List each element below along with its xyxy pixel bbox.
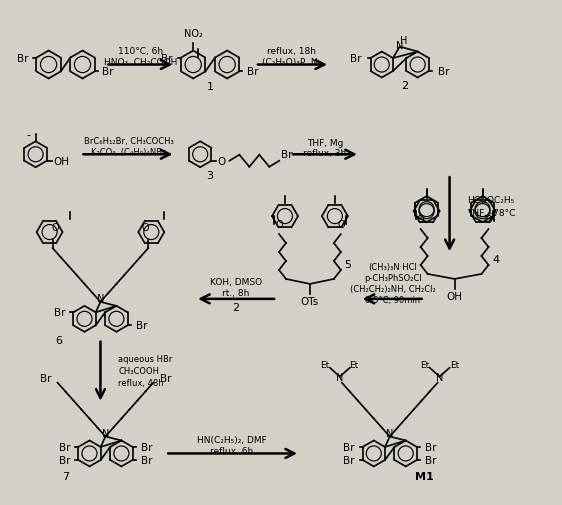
Text: Br: Br	[136, 321, 147, 331]
Text: Br: Br	[58, 442, 70, 452]
Text: Et: Et	[450, 361, 459, 370]
Text: 6: 6	[55, 335, 62, 345]
Text: O: O	[484, 215, 492, 225]
Text: p-CH₃PhSO₂Cl: p-CH₃PhSO₂Cl	[364, 274, 422, 283]
Text: Br: Br	[141, 442, 152, 452]
Text: aqueous HBr: aqueous HBr	[119, 355, 173, 364]
Text: Br: Br	[282, 149, 293, 160]
Text: NO₂: NO₂	[184, 29, 203, 38]
Text: Br: Br	[343, 442, 354, 452]
Text: N: N	[102, 428, 109, 438]
Text: HCOOC₂H₅: HCOOC₂H₅	[468, 195, 515, 204]
Text: Et: Et	[320, 361, 329, 370]
Text: reflux, 48h: reflux, 48h	[119, 378, 164, 387]
Text: Et: Et	[420, 361, 429, 370]
Text: HNO₃, CH₂COOH: HNO₃, CH₂COOH	[103, 58, 177, 67]
Text: BrC₆H₁₂Br, CH₃COCH₃: BrC₆H₁₂Br, CH₃COCH₃	[84, 136, 173, 145]
Text: Br: Br	[425, 455, 437, 465]
Text: O: O	[52, 223, 60, 233]
Text: OH: OH	[447, 291, 463, 301]
Text: Br: Br	[53, 308, 65, 318]
Text: -: -	[26, 130, 30, 140]
Text: 0-5°C, 90min: 0-5°C, 90min	[365, 296, 420, 305]
Text: Br: Br	[343, 455, 354, 465]
Text: O: O	[275, 220, 283, 230]
Text: 5: 5	[345, 260, 351, 270]
Text: 3: 3	[207, 171, 214, 181]
Text: O: O	[217, 157, 225, 167]
Text: reflux, 6h: reflux, 6h	[211, 446, 254, 455]
Text: OTs: OTs	[301, 296, 319, 306]
Text: Br: Br	[438, 67, 450, 77]
Text: N: N	[97, 293, 104, 304]
Text: Br: Br	[17, 54, 28, 64]
Text: Br: Br	[141, 455, 152, 465]
Text: 7: 7	[62, 472, 69, 481]
Text: M1: M1	[415, 472, 434, 481]
Text: reflux, 3h: reflux, 3h	[303, 148, 347, 158]
Text: Br: Br	[247, 67, 259, 77]
Text: 4: 4	[493, 255, 500, 265]
Text: (C₂H₅O)₃P, N₂: (C₂H₅O)₃P, N₂	[262, 58, 321, 67]
Text: OH: OH	[54, 157, 70, 167]
Text: THF, -78°C: THF, -78°C	[468, 208, 516, 217]
Text: (CH₂CH₂)₂NH, CH₂Cl₂: (CH₂CH₂)₂NH, CH₂Cl₂	[350, 285, 436, 294]
Text: N: N	[336, 372, 343, 382]
Text: N: N	[386, 428, 393, 438]
Text: (CH₃)₃N·HCl: (CH₃)₃N·HCl	[368, 263, 417, 272]
Text: 110°C, 6h: 110°C, 6h	[118, 47, 163, 56]
Text: 2: 2	[401, 81, 408, 91]
Text: O: O	[417, 215, 424, 225]
Text: 1: 1	[207, 82, 214, 92]
Text: Br: Br	[40, 373, 51, 383]
Text: THF, Mg: THF, Mg	[307, 138, 343, 147]
Text: H: H	[400, 35, 407, 45]
Text: reflux, 18h: reflux, 18h	[268, 47, 316, 56]
Text: Br: Br	[161, 54, 173, 64]
Text: Br: Br	[350, 54, 361, 64]
Text: O: O	[337, 220, 345, 230]
Text: Br: Br	[102, 67, 114, 77]
Text: Et: Et	[349, 361, 359, 370]
Text: 2: 2	[233, 302, 239, 312]
Text: rt., 8h: rt., 8h	[223, 289, 250, 298]
Text: CH₃COOH: CH₃COOH	[119, 367, 160, 375]
Text: N: N	[396, 40, 404, 50]
Text: KOH, DMSO: KOH, DMSO	[210, 278, 262, 287]
Text: N: N	[436, 372, 443, 382]
Text: O: O	[142, 223, 149, 233]
Text: HN(C₂H₅)₂, DMF: HN(C₂H₅)₂, DMF	[197, 435, 267, 444]
Text: K₂CO₃, (C₄H₉)₄NBr: K₂CO₃, (C₄H₉)₄NBr	[91, 147, 166, 157]
Text: Br: Br	[160, 373, 171, 383]
Text: Br: Br	[425, 442, 437, 452]
Text: Br: Br	[58, 455, 70, 465]
